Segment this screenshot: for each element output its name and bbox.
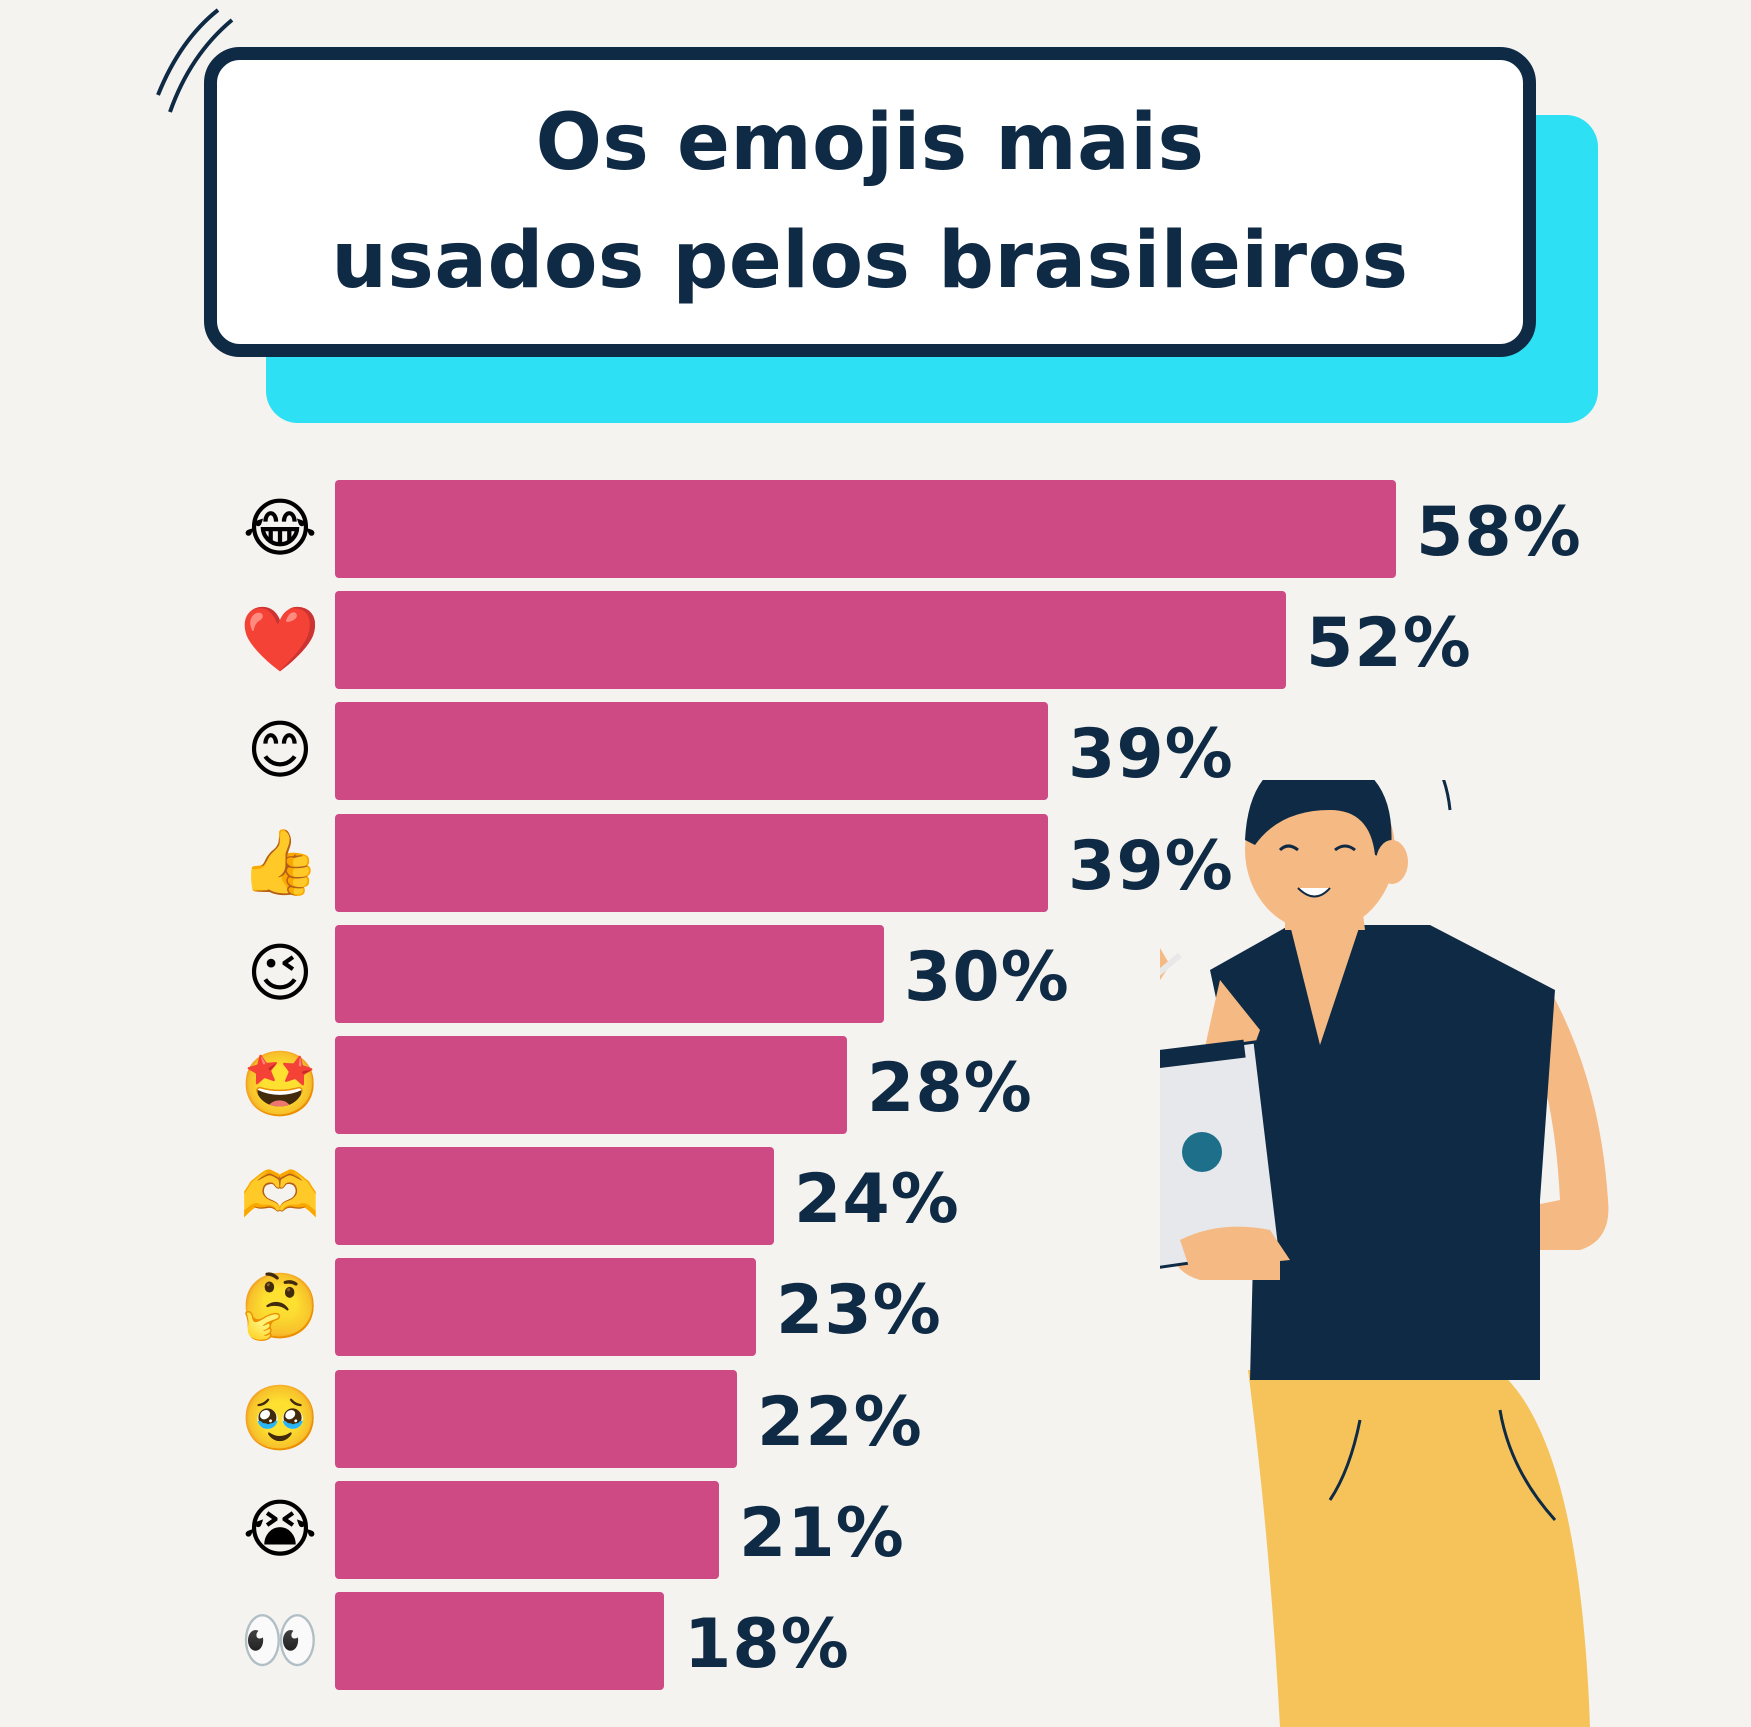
value-label: 52% — [1306, 604, 1472, 684]
value-label: 18% — [684, 1605, 850, 1684]
title-line-1: Os emojis mais — [535, 98, 1205, 188]
emoji-label: 👀 — [240, 1604, 320, 1678]
title-card: Os emojis mais usados pelos brasileiros — [204, 47, 1536, 357]
bar — [335, 1369, 737, 1468]
emoji-label: 😊 — [246, 714, 314, 789]
emoji-label: 🤔 — [240, 1270, 320, 1345]
bar — [335, 702, 1048, 801]
emoji-label: 😂 — [242, 492, 318, 566]
value-label: 58% — [1416, 493, 1582, 572]
bar — [335, 1036, 847, 1134]
bar — [335, 924, 884, 1023]
value-label: 22% — [757, 1382, 923, 1462]
emoji-label: 😭 — [242, 1492, 318, 1567]
emoji-label: 🤩 — [240, 1048, 320, 1122]
value-label: 39% — [1068, 826, 1234, 906]
apple-logo-icon — [1182, 1132, 1222, 1172]
bar — [335, 1592, 664, 1690]
bar — [335, 1147, 774, 1246]
value-label: 28% — [867, 1049, 1033, 1128]
value-label: 21% — [739, 1493, 905, 1573]
bar — [335, 813, 1048, 912]
emoji-label: 😉 — [246, 936, 314, 1011]
bar — [335, 591, 1286, 690]
bar — [335, 1480, 719, 1579]
title-line-2: usados pelos brasileiros — [331, 216, 1409, 306]
value-label: 39% — [1068, 715, 1234, 795]
emoji-label: 🥹 — [240, 1381, 320, 1456]
bar — [335, 480, 1396, 578]
woman-holding-tablet-icon — [1160, 780, 1609, 1727]
emoji-label: ❤️ — [240, 603, 320, 678]
motion-lines-icon — [156, 8, 234, 113]
emoji-label: 👍 — [240, 825, 320, 900]
emoji-label: 🫶 — [240, 1159, 320, 1234]
value-label: 24% — [794, 1160, 960, 1240]
value-label: 23% — [776, 1271, 942, 1351]
value-label: 30% — [904, 937, 1070, 1017]
chart-title: Os emojis mais usados pelos brasileiros — [331, 84, 1408, 320]
bar — [335, 1258, 756, 1357]
